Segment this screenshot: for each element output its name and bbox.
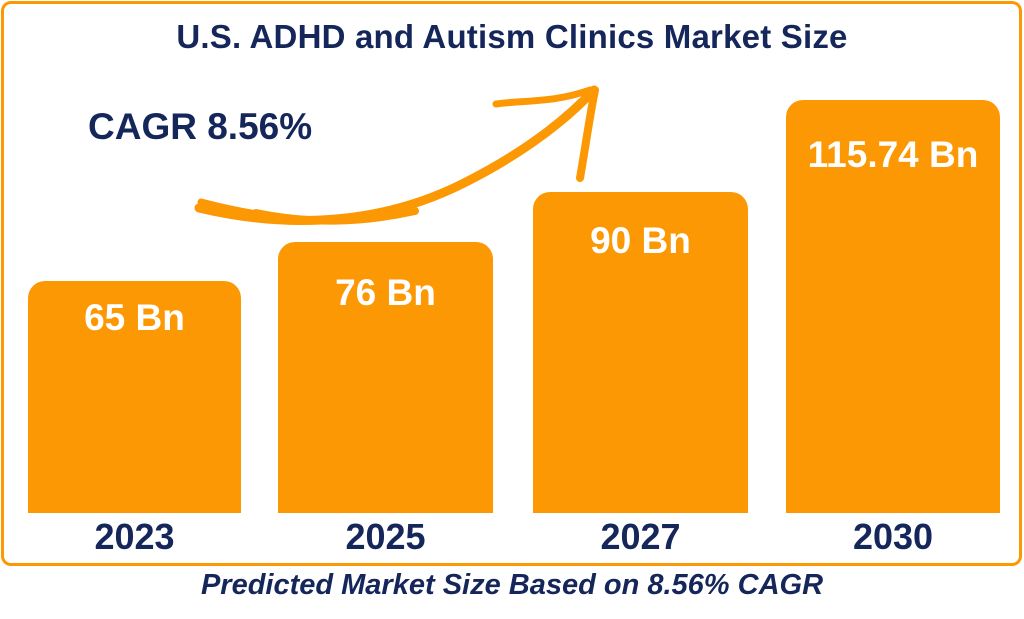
bar-2025: 76 Bn [278,242,493,513]
chart-title: U.S. ADHD and Autism Clinics Market Size [176,18,848,55]
bar-value-label: 76 Bn [335,272,436,313]
chart-caption: Predicted Market Size Based on 8.56% CAG… [200,569,824,601]
bar-2030: 115.74 Bn [786,100,1000,513]
bar-2027: 90 Bn [533,192,748,513]
axis-label-2023: 2023 [94,516,175,557]
axis-label-2030: 2030 [852,516,934,557]
bar-value-label: 115.74 Bn [807,134,979,175]
axis-label-2027: 2027 [600,516,681,557]
bar-value-label: 90 Bn [590,220,691,261]
bar-2023: 65 Bn [28,281,241,513]
cagr-annotation: CAGR 8.56% [88,106,313,147]
bar-value-label: 65 Bn [84,297,185,338]
axis-label-2025: 2025 [345,516,426,557]
